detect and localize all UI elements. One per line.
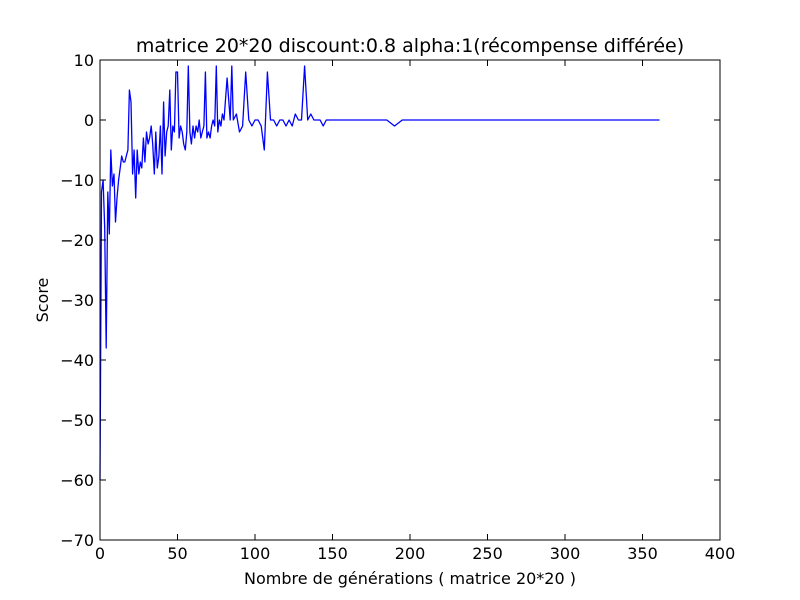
x-tick-label: 250 bbox=[472, 544, 503, 563]
series-line bbox=[99, 65, 660, 481]
x-tick-label: 0 bbox=[95, 544, 105, 563]
y-axis-label: Score bbox=[33, 278, 52, 323]
y-tick-label: −40 bbox=[60, 351, 94, 370]
y-tick-label: 0 bbox=[84, 111, 94, 130]
x-tick-label: 400 bbox=[705, 544, 736, 563]
chart-title: matrice 20*20 discount:0.8 alpha:1(récom… bbox=[136, 35, 684, 57]
x-tick-label: 300 bbox=[550, 544, 581, 563]
x-axis-label: Nombre de générations ( matrice 20*20 ) bbox=[244, 569, 576, 588]
y-tick-label: −50 bbox=[60, 411, 94, 430]
y-tick-label: −70 bbox=[60, 531, 94, 550]
x-tick-label: 100 bbox=[240, 544, 271, 563]
x-tick-label: 350 bbox=[627, 544, 658, 563]
series-group bbox=[99, 65, 660, 481]
y-axis: 10 0 −10 −20 −30 −40 −50 −60 −70 bbox=[60, 51, 720, 550]
x-axis: 0 50 100 150 200 250 300 350 400 bbox=[95, 60, 735, 563]
y-tick-label: −30 bbox=[60, 291, 94, 310]
plot-background bbox=[100, 60, 720, 540]
y-tick-label: −20 bbox=[60, 231, 94, 250]
plot-area bbox=[99, 59, 721, 541]
y-tick-label: −10 bbox=[60, 171, 94, 190]
x-tick-label: 150 bbox=[317, 544, 348, 563]
x-tick-label: 50 bbox=[167, 544, 187, 563]
y-tick-label: −60 bbox=[60, 471, 94, 490]
y-tick-label: 10 bbox=[74, 51, 94, 70]
x-tick-label: 200 bbox=[395, 544, 426, 563]
